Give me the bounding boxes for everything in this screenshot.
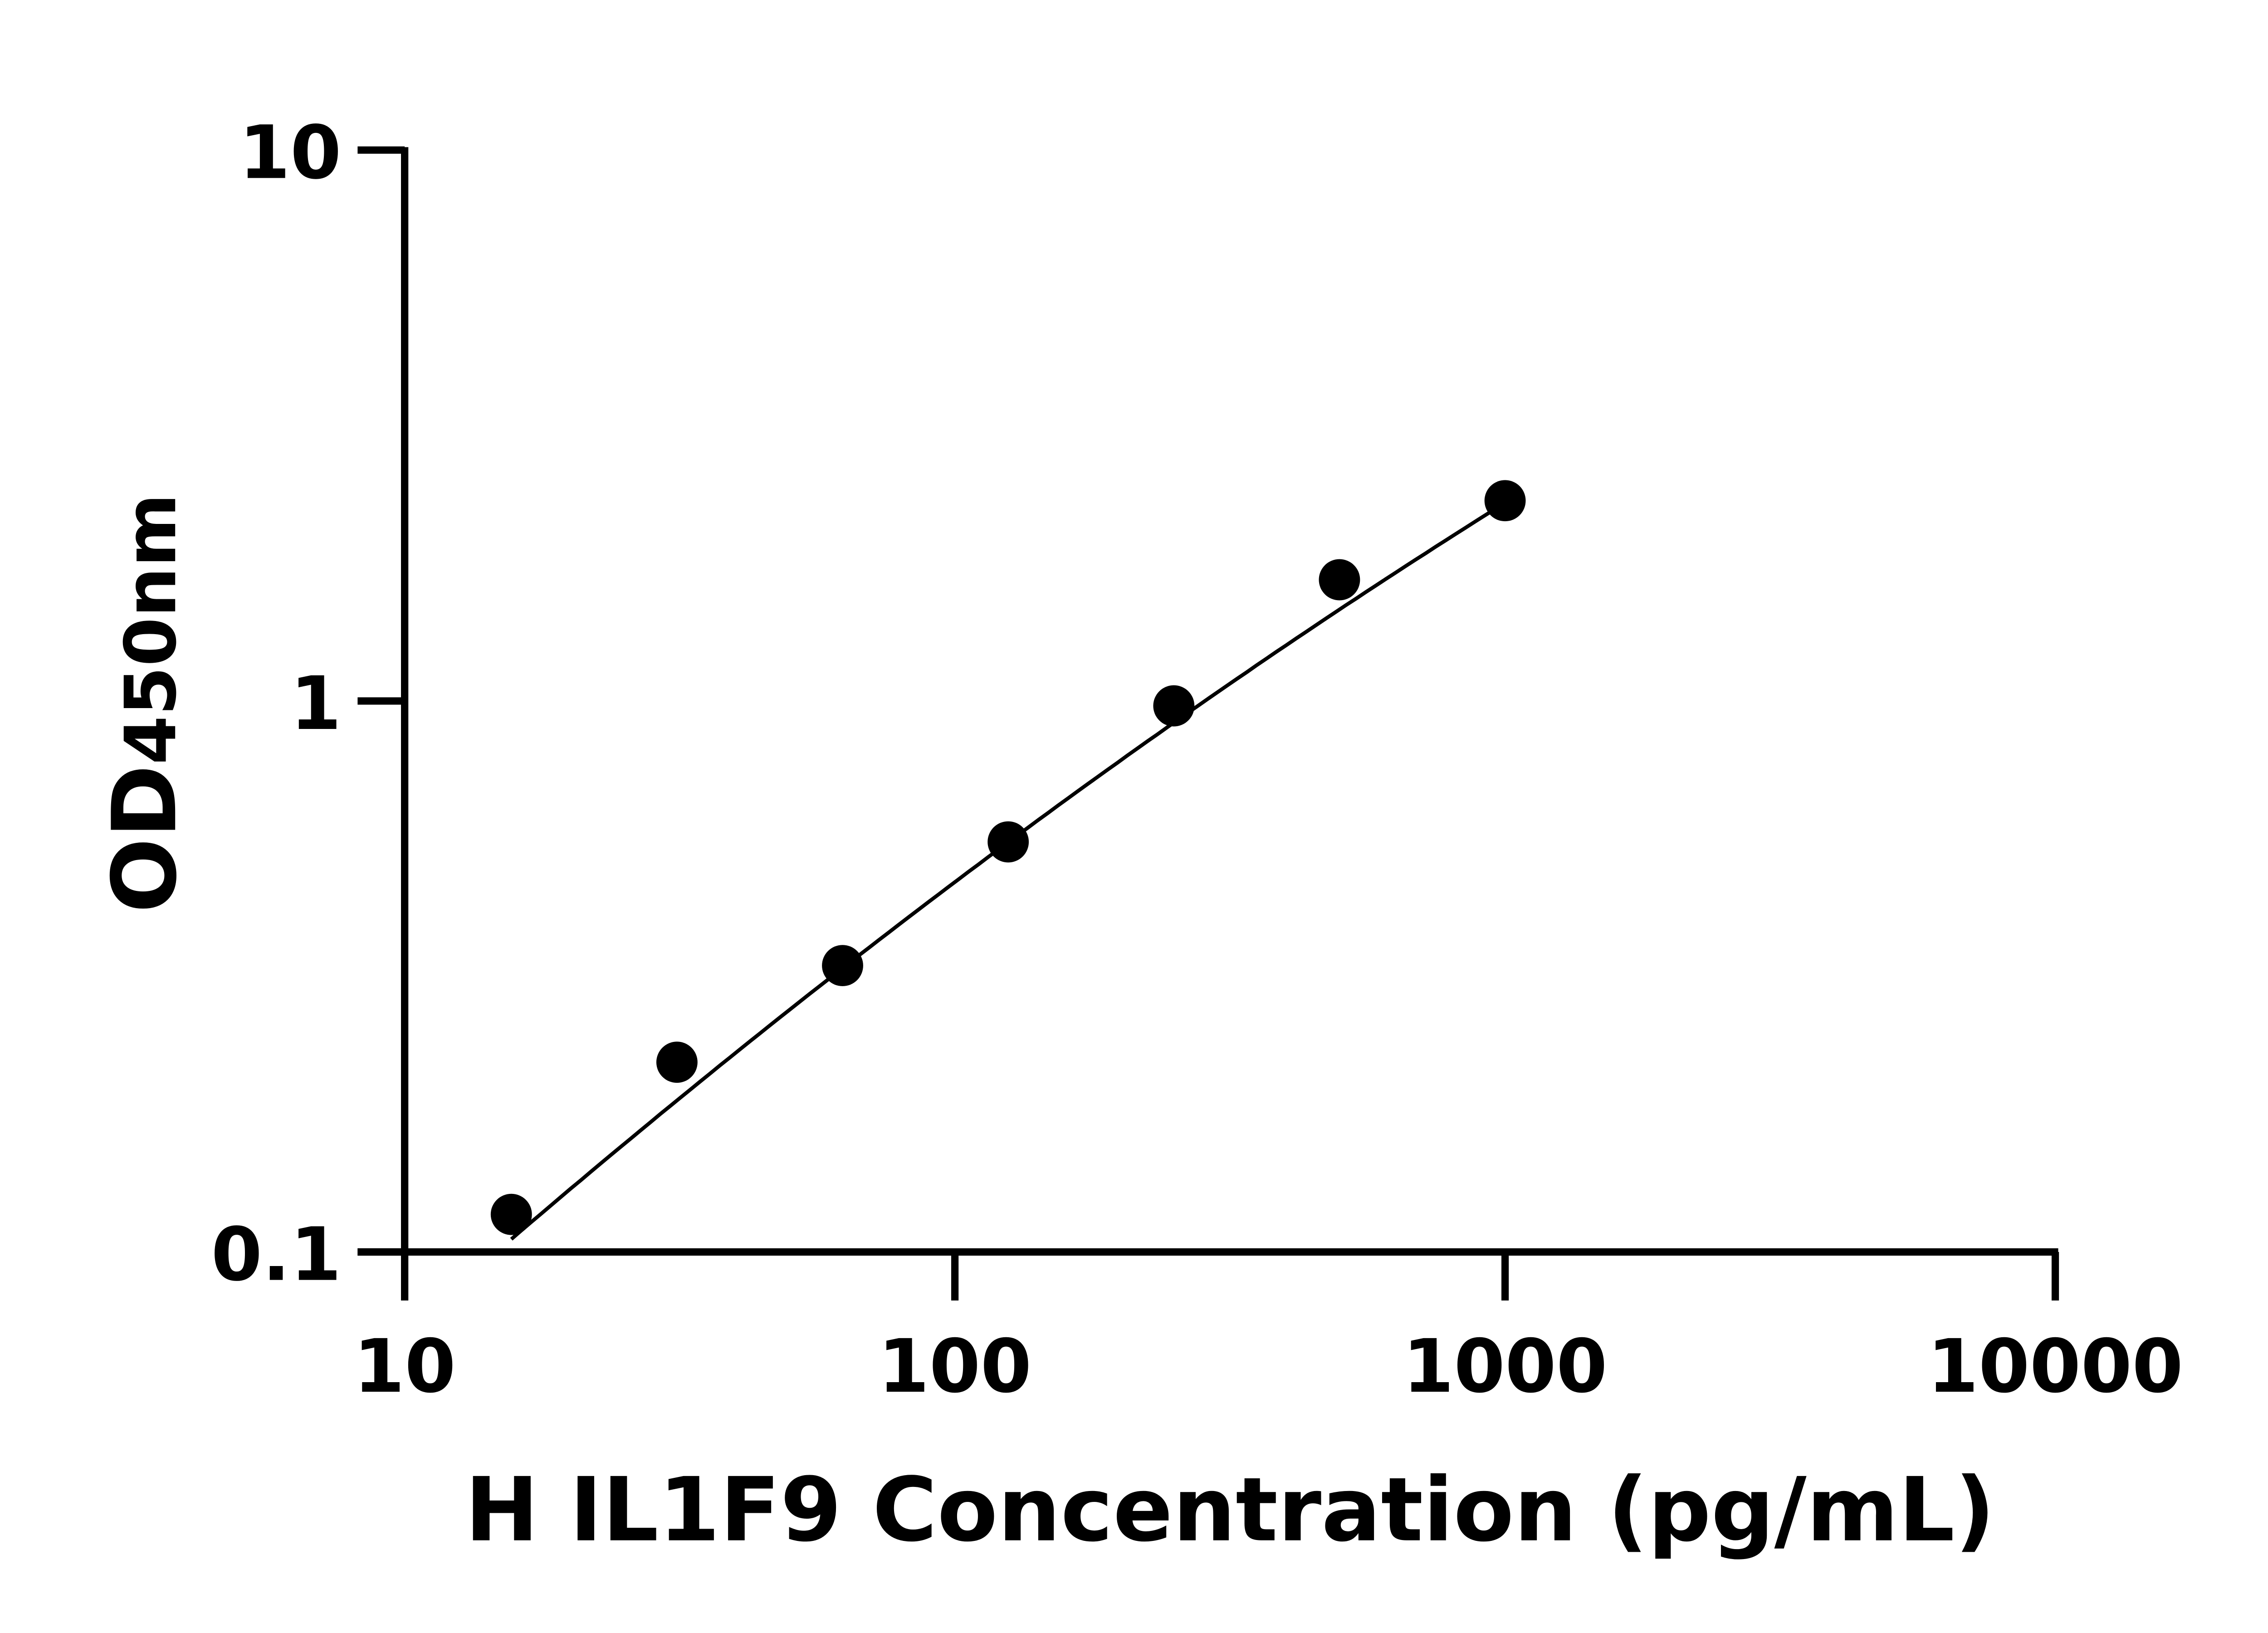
data-point bbox=[490, 1193, 532, 1235]
data-point bbox=[1153, 685, 1195, 727]
x-tick-label: 1000 bbox=[1403, 1324, 1607, 1409]
y-tick-label: 10 bbox=[239, 110, 342, 196]
data-point bbox=[1484, 480, 1526, 522]
data-point bbox=[1319, 559, 1360, 601]
x-tick-label: 100 bbox=[878, 1324, 1032, 1409]
x-axis-label: H IL1F9 Concentration (pg/mL) bbox=[465, 1458, 1995, 1561]
y-axis-label-main: OD bbox=[93, 765, 196, 913]
y-axis-label-sub: 450nm bbox=[110, 494, 192, 765]
y-tick-label: 0.1 bbox=[211, 1212, 341, 1298]
data-point bbox=[987, 821, 1029, 863]
data-point bbox=[822, 945, 863, 987]
data-point bbox=[656, 1041, 698, 1083]
fit-curve bbox=[510, 501, 1506, 1241]
y-axis-label: OD450nm bbox=[93, 494, 196, 913]
x-tick-label: 10 bbox=[353, 1324, 456, 1409]
y-tick-label: 1 bbox=[290, 661, 342, 747]
x-tick-label: 10000 bbox=[1927, 1324, 2183, 1409]
